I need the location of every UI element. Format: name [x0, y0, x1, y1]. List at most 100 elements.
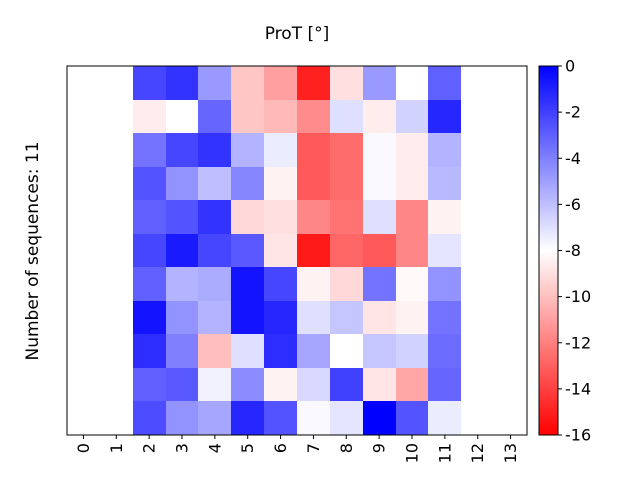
x-tick-label: 11: [435, 443, 454, 463]
heatmap-cell: [198, 167, 231, 200]
heatmap-cell: [133, 100, 166, 133]
heatmap-cell: [231, 66, 264, 100]
heatmap-cell: [231, 167, 264, 200]
heatmap-cell: [264, 167, 297, 200]
x-tick-label: 4: [205, 443, 224, 453]
colorbar-tick-label: -10: [565, 287, 591, 306]
heatmap-cell: [231, 334, 264, 368]
heatmap-cell: [198, 267, 231, 301]
heatmap-cell: [166, 301, 198, 334]
heatmap-cell: [264, 66, 297, 100]
heatmap-cell: [428, 334, 461, 368]
heatmap-cell: [428, 301, 461, 334]
heatmap-cell: [428, 200, 461, 234]
heatmap-cell: [363, 133, 396, 167]
x-tick-label: 9: [370, 443, 389, 453]
heatmap-cell: [363, 401, 396, 435]
heatmap-cell: [396, 133, 428, 167]
heatmap-cell: [396, 200, 428, 234]
heatmap-cell: [166, 234, 198, 267]
heatmap-cell: [166, 100, 198, 133]
heatmap-cell: [166, 334, 198, 368]
x-tick-label: 3: [173, 443, 192, 453]
heatmap-cell: [198, 200, 231, 234]
heatmap-cell: [166, 167, 198, 200]
heatmap-cell: [330, 200, 363, 234]
heatmap-cell: [363, 66, 396, 100]
heatmap-cell: [363, 267, 396, 301]
heatmap-cell: [264, 334, 297, 368]
y-axis-title: Number of sequences: 11: [23, 141, 43, 360]
heatmap-cell: [330, 301, 363, 334]
x-tick-label: 1: [107, 443, 126, 453]
colorbar-tick-label: 0: [565, 57, 575, 76]
heatmap-cell: [363, 200, 396, 234]
heatmap-cell: [297, 234, 330, 267]
chart-title: ProT [°]: [265, 24, 330, 44]
heatmap-cells: [133, 66, 461, 435]
heatmap-cell: [297, 267, 330, 301]
heatmap-cell: [428, 368, 461, 401]
heatmap-cell: [133, 368, 166, 401]
heatmap-cell: [363, 334, 396, 368]
heatmap-cell: [264, 401, 297, 435]
colorbar-tick-label: -16: [565, 426, 591, 445]
colorbar-tick-label: -6: [565, 195, 581, 214]
x-axis-ticks: 0 1 2 3 4 5 6 7 8 9 10 11 12 13: [74, 435, 520, 463]
heatmap-cell: [133, 133, 166, 167]
heatmap-cell: [264, 234, 297, 267]
heatmap-cell: [297, 200, 330, 234]
heatmap-cell: [428, 100, 461, 133]
heatmap-cell: [198, 334, 231, 368]
x-tick-label: 6: [271, 443, 290, 453]
heatmap-cell: [231, 100, 264, 133]
heatmap-cell: [396, 401, 428, 435]
x-tick-label: 12: [468, 443, 487, 463]
heatmap-cell: [133, 334, 166, 368]
colorbar-tick-label: -12: [565, 333, 591, 352]
heatmap-cell: [396, 267, 428, 301]
heatmap-cell: [363, 301, 396, 334]
heatmap-cell: [396, 167, 428, 200]
heatmap-cell: [264, 133, 297, 167]
heatmap-cell: [133, 200, 166, 234]
heatmap-cell: [198, 401, 231, 435]
heatmap-cell: [264, 200, 297, 234]
heatmap-cell: [363, 100, 396, 133]
heatmap-cell: [330, 401, 363, 435]
heatmap-cell: [396, 368, 428, 401]
heatmap-cell: [396, 334, 428, 368]
heatmap-cell: [133, 66, 166, 100]
heatmap-cell: [166, 66, 198, 100]
heatmap-cell: [198, 301, 231, 334]
colorbar-ticks: 0 -2 -4 -6 -8 -10 -12 -14 -16: [558, 57, 591, 445]
heatmap-cell: [133, 234, 166, 267]
heatmap-cell: [428, 234, 461, 267]
heatmap-cell: [198, 234, 231, 267]
heatmap-cell: [363, 368, 396, 401]
heatmap-cell: [231, 401, 264, 435]
colorbar-tick-label: -8: [565, 241, 581, 260]
heatmap-cell: [133, 167, 166, 200]
heatmap-cell: [264, 368, 297, 401]
heatmap-cell: [231, 133, 264, 167]
heatmap-cell: [428, 167, 461, 200]
colorbar-tick-label: -4: [565, 149, 581, 168]
heatmap-cell: [297, 301, 330, 334]
x-tick-label: 5: [238, 443, 257, 453]
colorbar: [538, 65, 559, 436]
heatmap-cell: [264, 301, 297, 334]
heatmap-cell: [231, 234, 264, 267]
heatmap-cell: [231, 301, 264, 334]
heatmap-cell: [166, 368, 198, 401]
heatmap-cell: [428, 133, 461, 167]
colorbar-tick-label: -2: [565, 103, 581, 122]
heatmap-cell: [330, 234, 363, 267]
heatmap-cell: [396, 100, 428, 133]
heatmap-cell: [231, 368, 264, 401]
heatmap-cell: [428, 401, 461, 435]
heatmap-cell: [297, 167, 330, 200]
heatmap-cell: [428, 267, 461, 301]
heatmap-cell: [133, 301, 166, 334]
heatmap-cell: [396, 66, 428, 100]
